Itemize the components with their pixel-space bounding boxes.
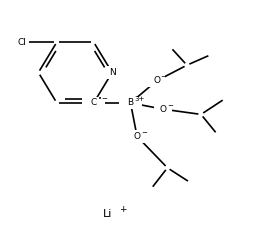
Text: C•−: C•− — [84, 98, 103, 107]
Text: B: B — [127, 98, 134, 107]
Text: −: − — [141, 130, 147, 136]
Text: O−: O− — [156, 105, 170, 114]
Text: +: + — [119, 205, 126, 214]
Text: Cl: Cl — [18, 38, 27, 47]
Text: 3+: 3+ — [134, 96, 145, 102]
Text: N: N — [109, 68, 115, 77]
Text: −: − — [167, 103, 173, 109]
Text: O: O — [153, 76, 160, 85]
Text: O−: O− — [130, 132, 144, 141]
Text: O−: O− — [149, 76, 164, 85]
Text: B3+: B3+ — [121, 98, 140, 107]
Text: Li: Li — [103, 209, 113, 219]
Text: •−: •− — [98, 96, 107, 102]
Text: O: O — [160, 105, 167, 114]
Text: −: − — [160, 74, 166, 80]
Text: C: C — [90, 98, 97, 107]
Text: N: N — [109, 68, 115, 77]
Text: O: O — [134, 132, 141, 141]
Text: Cl: Cl — [18, 38, 27, 47]
